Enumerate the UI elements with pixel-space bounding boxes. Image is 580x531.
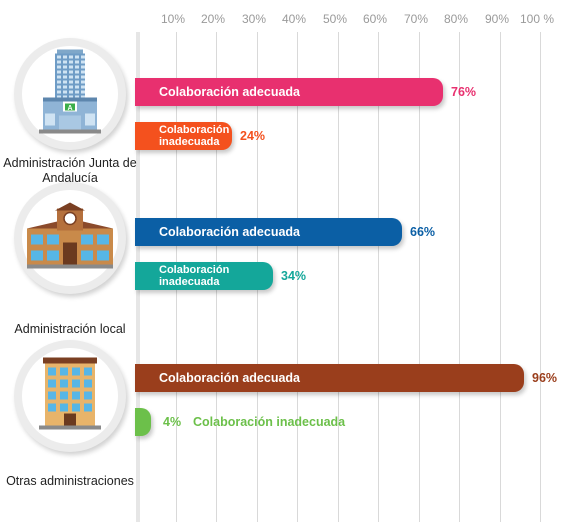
bar-label: Colaboración adecuada (159, 225, 301, 239)
government-tower-building-icon: A (39, 49, 101, 139)
x-tick-label: 20% (200, 12, 226, 26)
x-tick-label: 50% (322, 12, 348, 26)
group-icon-circle (14, 340, 126, 452)
bar-value-label: 24% (240, 129, 266, 143)
x-tick-label: 30% (241, 12, 267, 26)
bar-label: Colaboración inadecuada (159, 264, 230, 288)
bar-label: Colaboración adecuada (159, 85, 301, 99)
bar (135, 218, 402, 246)
gridline (338, 32, 339, 522)
gridline (378, 32, 379, 522)
bar (135, 262, 273, 290)
group-icon-circle-inner (22, 190, 118, 286)
bar-value-label: 96% (532, 371, 558, 385)
bar (135, 122, 232, 150)
bar-value-label: 4% (163, 415, 182, 429)
x-tick-label: 70% (403, 12, 429, 26)
group-icon-circle-inner: A (22, 46, 118, 142)
gridline (419, 32, 420, 522)
group-label: Otras administraciones (6, 474, 134, 488)
gridline (459, 32, 460, 522)
x-tick-label: 80% (443, 12, 469, 26)
svg-text:A: A (67, 105, 72, 112)
group-label: Administración Junta de Andalucía (3, 156, 137, 185)
town-hall-building-icon (27, 202, 113, 274)
group-label: Administración local (14, 322, 126, 336)
group-icon-circle-inner (22, 348, 118, 444)
bar-value-label: 34% (281, 269, 307, 283)
bar-label: Colaboración adecuada (159, 371, 301, 385)
bar-label: Colaboración inadecuada (159, 124, 230, 148)
bar-value-label: 76% (451, 85, 477, 99)
x-tick-label: 90% (484, 12, 510, 26)
x-tick-label: 10% (160, 12, 186, 26)
bar (135, 364, 524, 392)
bar-value-label: 66% (410, 225, 436, 239)
gridline (540, 32, 541, 522)
group-icon-circle (14, 182, 126, 294)
gridline (500, 32, 501, 522)
x-tick-label: 60% (362, 12, 388, 26)
group-icon-circle: A (14, 38, 126, 150)
x-tick-label: 100 % (519, 12, 555, 26)
gridline (297, 32, 298, 522)
x-tick-label: 40% (281, 12, 307, 26)
bar-label: Colaboración inadecuada (193, 415, 346, 429)
office-building-icon (39, 357, 101, 435)
bar (135, 408, 151, 436)
bar (135, 78, 443, 106)
